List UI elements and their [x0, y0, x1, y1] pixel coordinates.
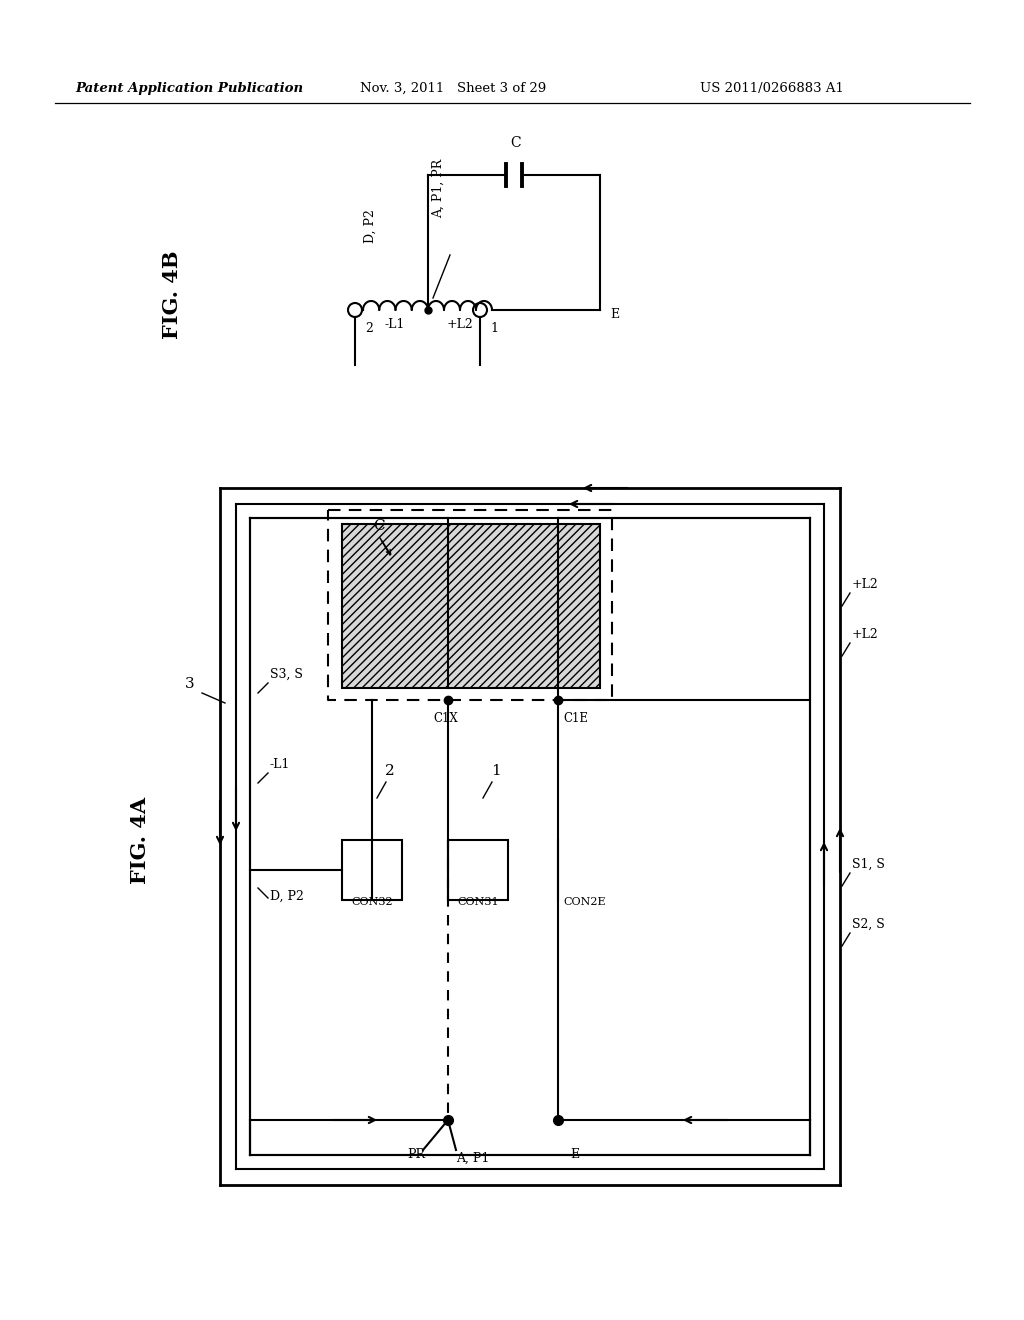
Text: A, P1, PR: A, P1, PR — [431, 158, 444, 218]
Text: S3, S: S3, S — [270, 668, 303, 681]
Bar — [449, 840, 508, 900]
Text: FIG. 4B: FIG. 4B — [162, 251, 182, 339]
Text: +L2: +L2 — [852, 628, 879, 642]
Text: D, P2: D, P2 — [364, 209, 377, 243]
Text: +L2: +L2 — [852, 578, 879, 591]
Text: 3: 3 — [185, 677, 195, 690]
Text: E: E — [570, 1148, 580, 1162]
Text: 2: 2 — [365, 322, 373, 335]
Text: CON2E: CON2E — [563, 898, 605, 907]
Text: Nov. 3, 2011   Sheet 3 of 29: Nov. 3, 2011 Sheet 3 of 29 — [360, 82, 546, 95]
Text: 1: 1 — [490, 322, 498, 335]
Text: +L2: +L2 — [446, 318, 473, 331]
Text: C1E: C1E — [563, 711, 588, 725]
Text: A, P1: A, P1 — [456, 1152, 489, 1166]
Text: C: C — [511, 136, 521, 150]
Text: S2, S: S2, S — [852, 917, 885, 931]
Text: CON31: CON31 — [457, 898, 499, 907]
Text: US 2011/0266883 A1: US 2011/0266883 A1 — [700, 82, 844, 95]
Text: CON32: CON32 — [351, 898, 393, 907]
Text: D, P2: D, P2 — [270, 890, 304, 903]
Text: 2: 2 — [385, 764, 395, 777]
Text: FIG. 4A: FIG. 4A — [130, 796, 150, 883]
Text: Patent Application Publication: Patent Application Publication — [75, 82, 303, 95]
Text: PR: PR — [407, 1148, 425, 1162]
Text: C1X: C1X — [433, 711, 459, 725]
Bar — [342, 840, 402, 900]
Text: -L1: -L1 — [385, 318, 406, 331]
Text: 1: 1 — [492, 764, 501, 777]
Text: E: E — [610, 308, 620, 321]
Bar — [342, 524, 600, 688]
Text: -L1: -L1 — [270, 758, 291, 771]
Text: S1, S: S1, S — [852, 858, 885, 871]
Text: C: C — [373, 519, 385, 533]
